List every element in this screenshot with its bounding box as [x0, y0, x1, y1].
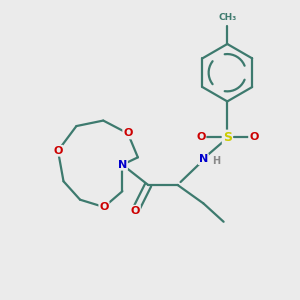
Text: CH₃: CH₃ [218, 13, 236, 22]
Text: N: N [199, 154, 208, 164]
Text: N: N [118, 160, 127, 170]
Text: O: O [196, 132, 206, 142]
Text: O: O [99, 202, 109, 212]
Text: O: O [53, 146, 63, 156]
Text: O: O [130, 206, 140, 216]
Text: S: S [223, 130, 232, 144]
Text: O: O [249, 132, 259, 142]
Text: H: H [212, 156, 220, 166]
Text: O: O [123, 128, 133, 138]
